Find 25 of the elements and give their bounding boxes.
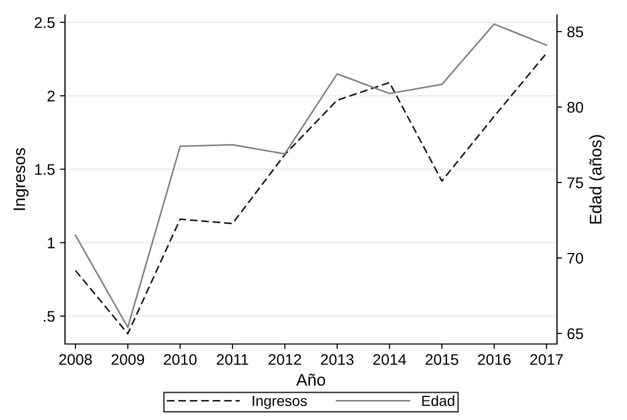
- x-tick-label: 2016: [478, 354, 511, 365]
- y-tick-label: 1: [48, 238, 55, 248]
- y-tick-label: 1.5: [35, 164, 55, 175]
- y2-tick-label: 85: [567, 26, 584, 38]
- y2-tick-label: 80: [567, 102, 584, 113]
- y2-tick-label: 65: [568, 328, 584, 340]
- x-tick-label: 2010: [164, 354, 197, 365]
- x-tick-label: 2014: [373, 354, 406, 365]
- x-tick-label: 2009: [112, 354, 144, 365]
- x-axis-title: Año: [296, 374, 326, 386]
- y-axis-title: Ingresos: [14, 148, 28, 210]
- y-tick-label: .5: [44, 311, 55, 322]
- y2-axis-title: Edad (años): [589, 135, 605, 224]
- y2-tick-label: 75: [568, 178, 584, 188]
- y2-tick-label: 70: [568, 252, 584, 264]
- x-tick-label: 2013: [320, 354, 354, 365]
- x-tick-label: 2011: [216, 354, 248, 365]
- x-tick-label: 2012: [268, 354, 302, 365]
- y-tick-label: 2: [48, 90, 55, 102]
- y-tick-label: 2.5: [34, 17, 55, 28]
- x-tick-label: 2017: [530, 354, 563, 365]
- legend-label: Edad: [422, 395, 454, 406]
- x-tick-label: 2008: [59, 354, 92, 365]
- x-tick-label: 2015: [426, 354, 458, 365]
- legend-label: Ingresos: [252, 396, 307, 409]
